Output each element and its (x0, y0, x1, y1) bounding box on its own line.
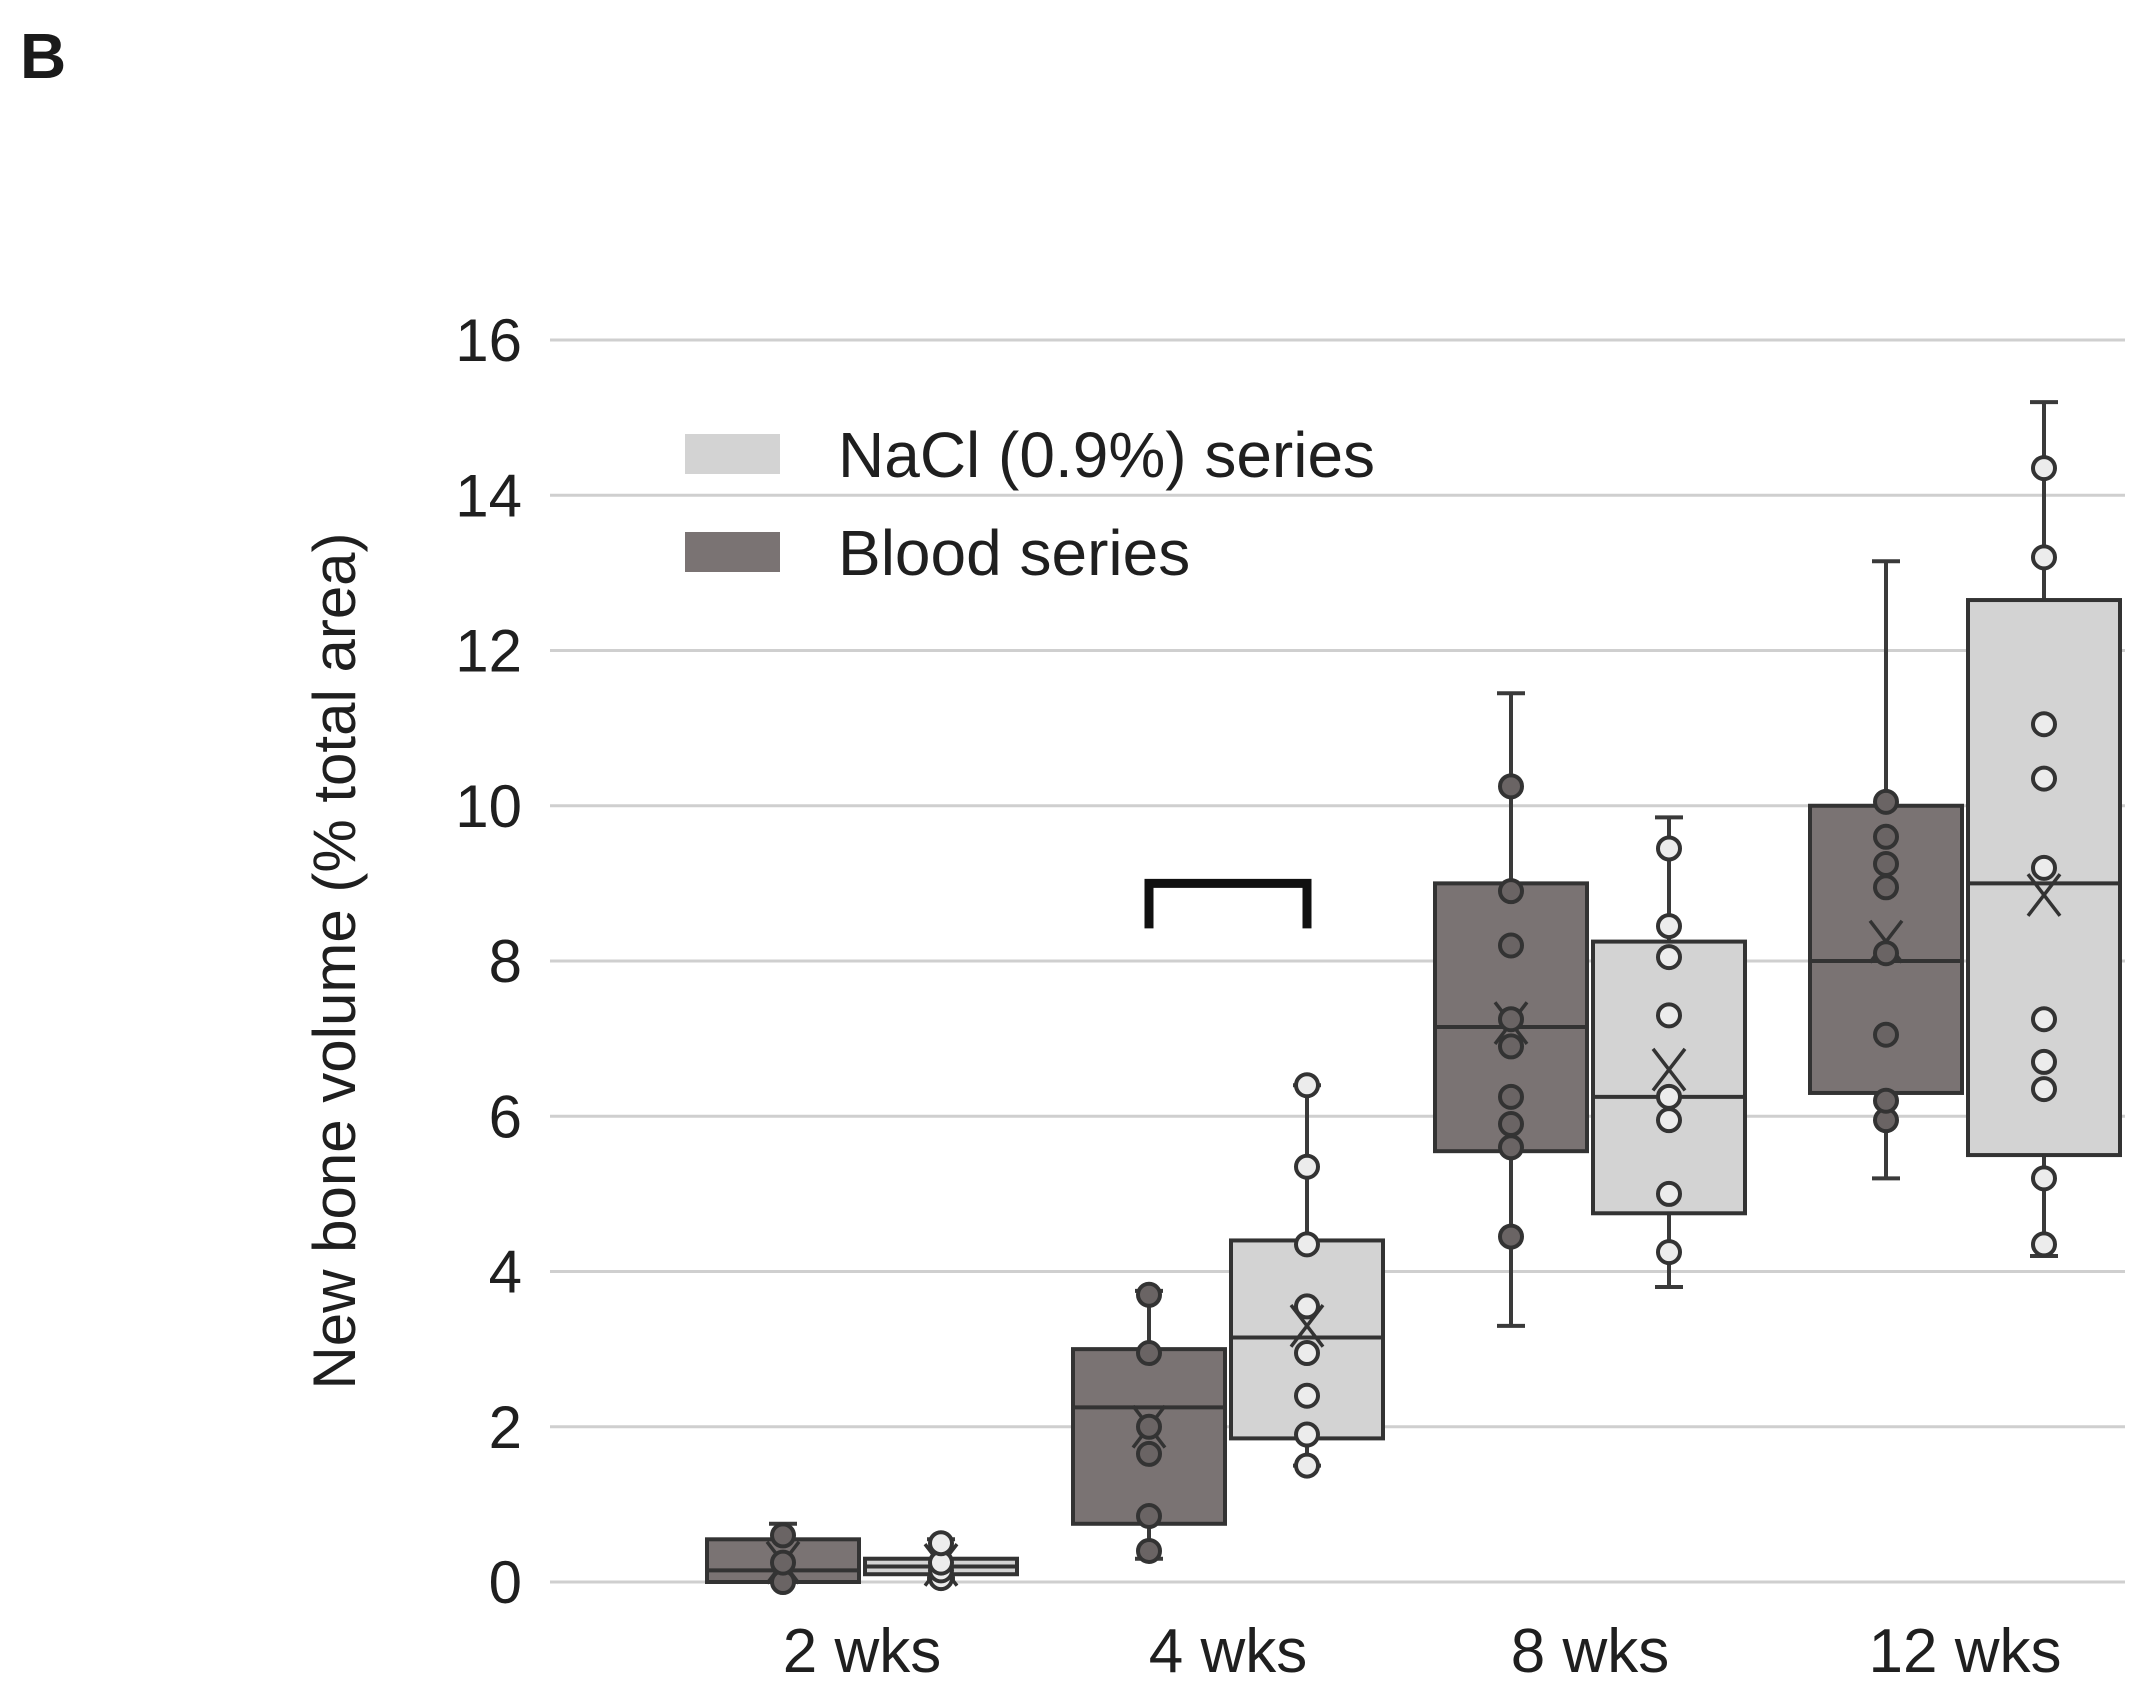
data-point (1498, 1134, 1524, 1161)
legend: NaCl (0.9%) series Blood series (685, 419, 1375, 589)
data-point (1873, 850, 1899, 877)
data-point (1136, 1340, 1162, 1367)
box-nacl-2-wks (863, 1530, 1019, 1592)
data-point (1873, 874, 1899, 901)
data-point (2031, 455, 2057, 482)
data-point (1294, 1153, 1320, 1180)
legend-label-nacl: NaCl (0.9%) series (838, 419, 1375, 491)
data-point (1873, 788, 1899, 815)
data-point (1136, 1440, 1162, 1467)
data-point (2031, 711, 2057, 738)
data-point (1656, 1083, 1682, 1110)
y-tick-label: 0 (489, 1549, 522, 1616)
data-point (770, 1549, 796, 1576)
y-axis-label: New bone volume (% total area) (301, 532, 368, 1389)
box-iqr (1591, 939, 1747, 1216)
data-point (1656, 1002, 1682, 1029)
data-point (770, 1522, 796, 1549)
data-point (1656, 1180, 1682, 1207)
data-point (1656, 944, 1682, 971)
data-point (2031, 544, 2057, 571)
data-point (1294, 1382, 1320, 1409)
data-point (1656, 1239, 1682, 1266)
legend-swatch-nacl (685, 434, 780, 474)
data-point (1498, 1033, 1524, 1060)
mean-marker (2026, 873, 2062, 917)
mean-marker (1651, 1047, 1687, 1092)
data-point (2031, 1006, 2057, 1033)
x-tick-label: 4 wks (1149, 1617, 1307, 1686)
box-nacl-4-wks (1229, 1072, 1385, 1479)
data-point (1498, 1006, 1524, 1033)
data-point (2031, 1048, 2057, 1075)
panel-label: B (20, 20, 66, 92)
data-point (1873, 940, 1899, 967)
data-point (1873, 823, 1899, 850)
data-point (1136, 1281, 1162, 1308)
y-tick-label: 16 (455, 307, 522, 374)
data-point (2031, 854, 2057, 881)
data-point (1294, 1231, 1320, 1258)
box-blood-8-wks (1433, 691, 1589, 1328)
box-blood-2-wks (705, 1521, 861, 1595)
data-point (1294, 1340, 1320, 1367)
x-tick-label: 2 wks (783, 1617, 941, 1686)
x-tick-label: 12 wks (1869, 1617, 2062, 1686)
box-blood-4-wks (1071, 1281, 1227, 1564)
data-point (2031, 1076, 2057, 1103)
data-point (1498, 1111, 1524, 1138)
y-tick-labels: 0 2 4 6 8 10 12 14 16 (455, 307, 522, 1616)
box-nacl-8-wks (1591, 815, 1747, 1290)
data-point (1136, 1413, 1162, 1440)
y-tick-label: 14 (455, 462, 522, 529)
data-point (2031, 1165, 2057, 1192)
data-point (928, 1530, 954, 1557)
data-point (2031, 765, 2057, 792)
data-point (1873, 1087, 1899, 1114)
grid-lines (550, 338, 2125, 1584)
y-tick-label: 10 (455, 773, 522, 840)
data-point (1656, 835, 1682, 862)
annotations (1144, 878, 1312, 929)
data-point (1294, 1072, 1320, 1099)
data-point (1136, 1537, 1162, 1564)
y-tick-label: 8 (489, 928, 522, 995)
data-point (1498, 878, 1524, 905)
data-point (1498, 773, 1524, 800)
y-tick-label: 12 (455, 618, 522, 685)
data-point (1294, 1293, 1320, 1320)
data-point (1498, 932, 1524, 959)
data-point (1294, 1421, 1320, 1448)
y-tick-label: 2 (489, 1394, 522, 1461)
legend-swatch-blood (685, 532, 780, 572)
box-blood-12-wks (1808, 559, 1964, 1181)
x-tick-labels: 2 wks 4 wks 8 wks 12 wks (783, 1617, 2062, 1686)
y-tick-label: 6 (489, 1083, 522, 1150)
data-point (1136, 1503, 1162, 1530)
data-point (1498, 1223, 1524, 1250)
significance-bracket (1144, 878, 1312, 929)
data-point (1656, 913, 1682, 940)
data-point (1294, 1452, 1320, 1479)
y-tick-label: 4 (489, 1239, 522, 1306)
box-series (705, 400, 2122, 1595)
data-point (1656, 1107, 1682, 1134)
data-point (1873, 1021, 1899, 1048)
legend-label-blood: Blood series (838, 517, 1190, 589)
x-tick-label: 8 wks (1511, 1617, 1669, 1686)
data-point (2031, 1231, 2057, 1258)
box-nacl-12-wks (1966, 400, 2122, 1258)
data-point (1498, 1083, 1524, 1110)
